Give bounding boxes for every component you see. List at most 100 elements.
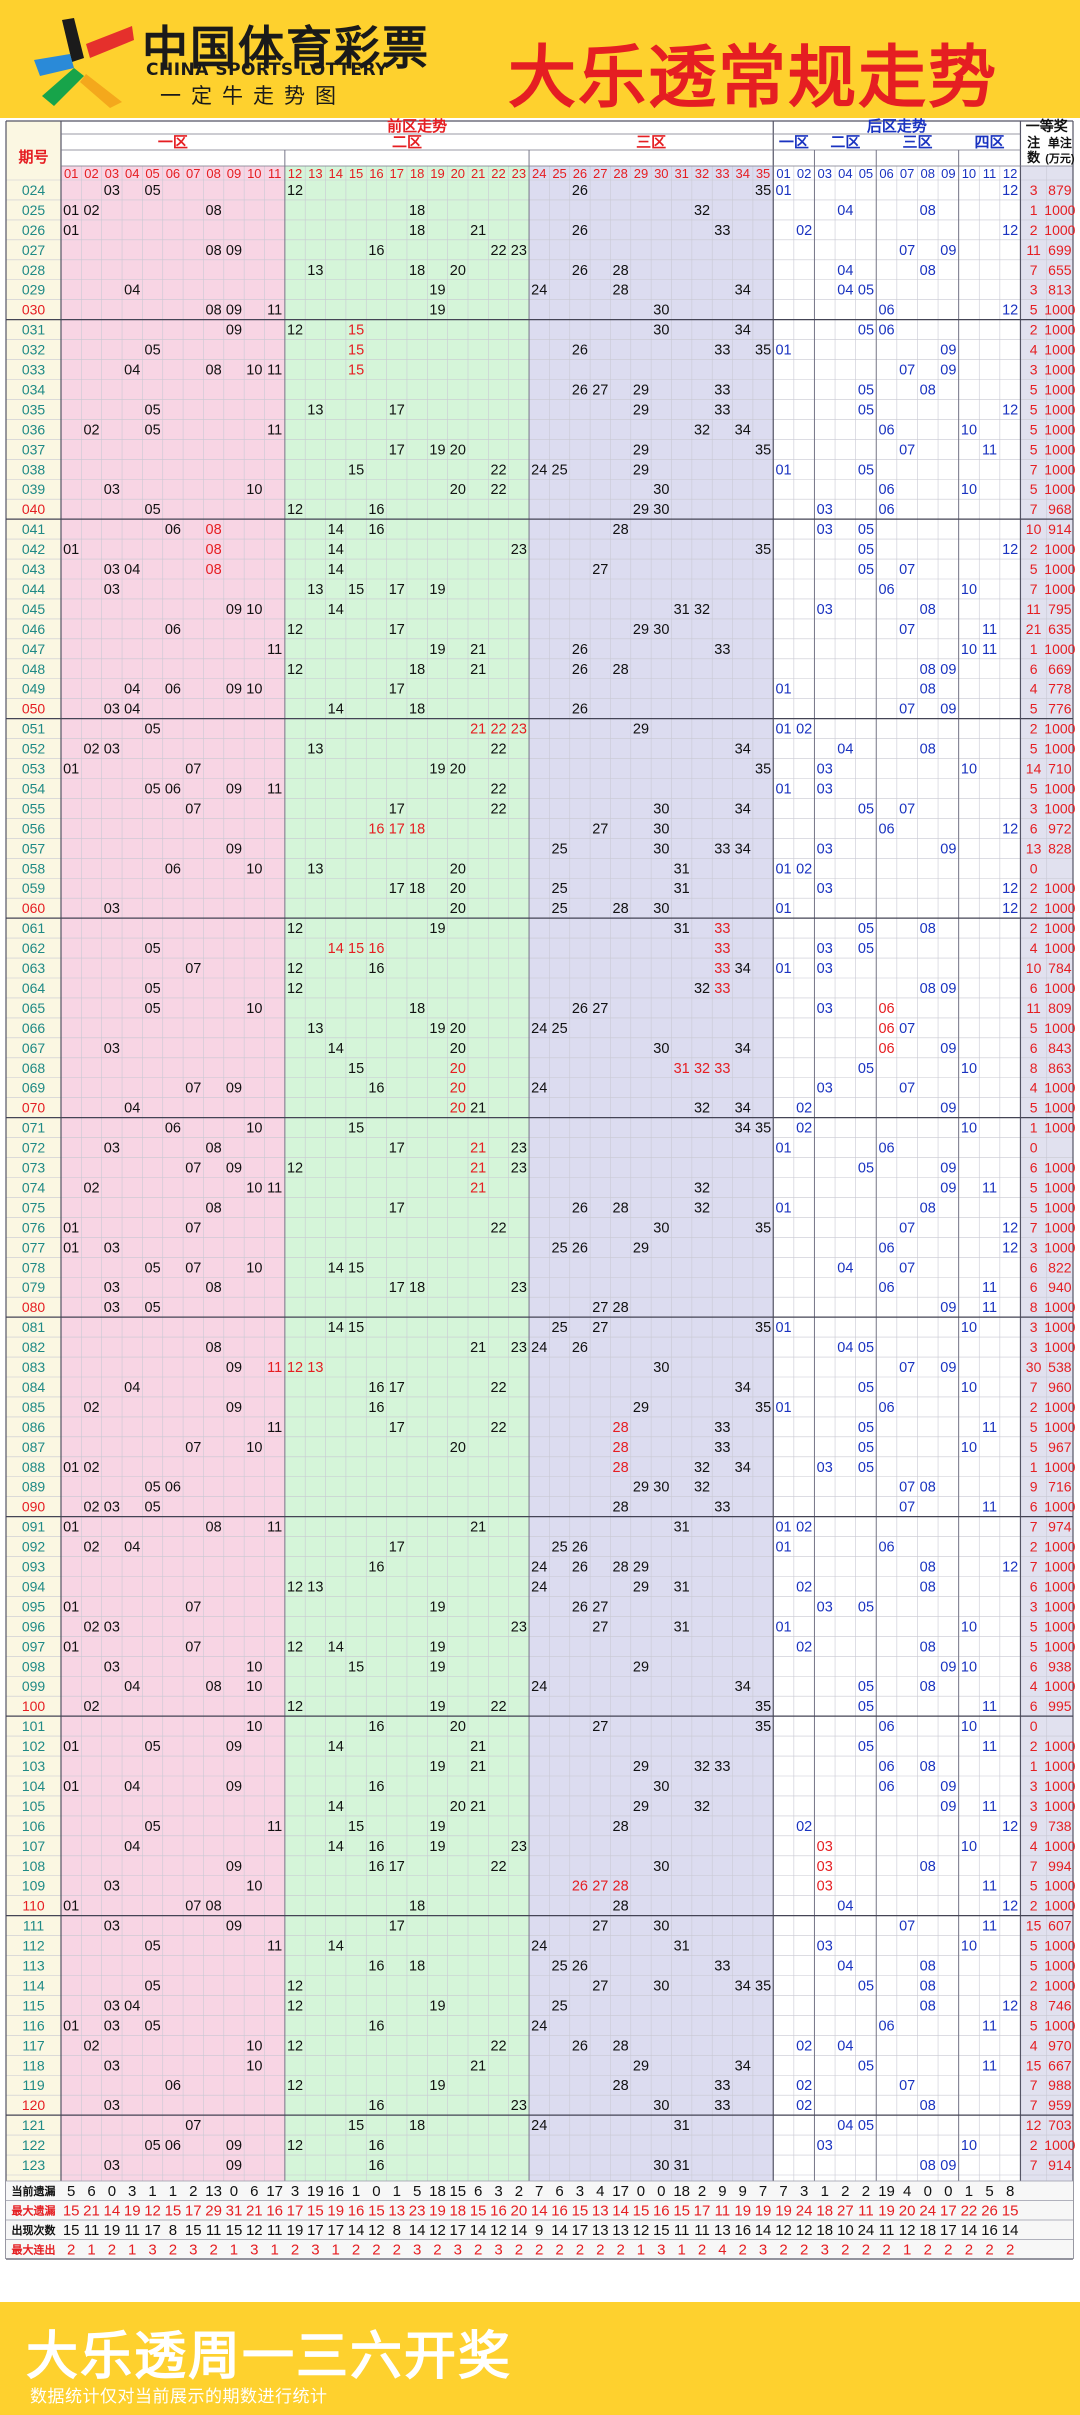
prize-amount: 655	[1048, 262, 1072, 278]
front-col-header-20: 20	[451, 166, 465, 181]
front-number: 20	[450, 1440, 466, 1456]
prize-amount: 1000	[1044, 1738, 1075, 1754]
issue-032: 032	[22, 342, 46, 358]
front-number: 26	[572, 1200, 588, 1216]
issue-090: 090	[22, 1499, 46, 1515]
front-col-header-25: 25	[552, 166, 566, 181]
front-number: 32	[694, 1180, 710, 1196]
stat-front-count: 11	[206, 2222, 222, 2239]
front-number: 12	[287, 1978, 303, 1994]
front-number: 09	[226, 1919, 242, 1935]
stat-front-streak: 2	[515, 2241, 523, 2258]
back-number: 02	[796, 223, 812, 239]
issue-052: 052	[22, 741, 46, 757]
back-number: 05	[858, 1599, 874, 1615]
front-number: 12	[287, 1998, 303, 2014]
back-number: 08	[920, 1579, 936, 1595]
front-number: 34	[735, 422, 751, 438]
stat-front-max: 12	[144, 2202, 161, 2219]
issue-041: 041	[22, 521, 46, 537]
front-number: 30	[653, 841, 669, 857]
stat-front-streak: 2	[698, 2241, 706, 2258]
issue-103: 103	[22, 1758, 46, 1774]
front-number: 10	[246, 1180, 262, 1196]
issue-034: 034	[22, 381, 46, 397]
header-front-zone-2: 二区	[392, 134, 422, 151]
prize-amount: 1000	[1044, 342, 1075, 358]
back-col-header-06: 06	[879, 166, 893, 181]
front-number: 26	[572, 1599, 588, 1615]
front-number: 14	[328, 542, 344, 558]
prize-count: 7	[1030, 2157, 1038, 2173]
front-number: 19	[429, 1021, 445, 1037]
front-number: 05	[145, 1978, 161, 1994]
front-number: 17	[389, 1280, 405, 1296]
stat-front-current: 0	[108, 2183, 116, 2200]
front-number: 21	[470, 1799, 486, 1815]
front-number: 34	[735, 1121, 751, 1137]
stat-front-streak: 2	[352, 2241, 360, 2258]
prize-amount: 938	[1048, 1658, 1072, 1674]
prize-count: 7	[1030, 1219, 1038, 1235]
prize-amount: 635	[1048, 621, 1072, 637]
stat-front-current: 1	[393, 2183, 401, 2200]
prize-amount: 795	[1048, 601, 1072, 617]
issue-049: 049	[22, 681, 46, 697]
front-number: 15	[348, 1819, 364, 1835]
front-number: 32	[694, 1061, 710, 1077]
front-number: 27	[592, 562, 608, 578]
front-number: 01	[63, 1220, 79, 1236]
front-col-header-04: 04	[125, 166, 139, 181]
front-number: 03	[104, 901, 120, 917]
front-number: 08	[206, 522, 222, 538]
front-number: 27	[592, 1619, 608, 1635]
issue-123: 123	[22, 2157, 46, 2173]
prize-count: 6	[1030, 1259, 1038, 1275]
stat-front-streak: 2	[739, 2241, 747, 2258]
back-number: 05	[858, 1739, 874, 1755]
front-number: 29	[633, 1579, 649, 1595]
prize-count: 3	[1030, 800, 1038, 816]
front-number: 05	[145, 722, 161, 738]
back-number: 08	[920, 921, 936, 937]
front-number: 04	[124, 702, 140, 718]
prize-amount: 1000	[1044, 1239, 1075, 1255]
front-number: 09	[226, 323, 242, 339]
back-number: 07	[899, 1081, 915, 1097]
front-number: 03	[104, 183, 120, 199]
back-number: 09	[940, 243, 956, 259]
issue-083: 083	[22, 1359, 46, 1375]
front-number: 27	[592, 1001, 608, 1017]
prize-amount: 1000	[1044, 222, 1075, 238]
front-number: 17	[389, 1859, 405, 1875]
stat-front-current: 9	[718, 2183, 726, 2200]
front-number: 18	[409, 2118, 425, 2134]
front-number: 31	[674, 2158, 690, 2174]
front-number: 30	[653, 1859, 669, 1875]
front-number: 24	[531, 2018, 547, 2034]
front-number: 34	[735, 1101, 751, 1117]
front-col-header-28: 28	[613, 166, 627, 181]
front-number: 20	[450, 1081, 466, 1097]
front-number: 21	[470, 1340, 486, 1356]
stat-label-max: 最大遗漏	[12, 2203, 56, 2217]
stat-front-max: 15	[470, 2202, 487, 2219]
back-number: 11	[982, 1879, 997, 1895]
prize-count: 5	[1030, 1199, 1038, 1215]
front-number: 03	[104, 1240, 120, 1256]
front-number: 18	[409, 662, 425, 678]
stat-back-count: 10	[837, 2222, 854, 2239]
prize-count: 2	[1030, 322, 1038, 338]
prize-count: 0	[1030, 1718, 1038, 1734]
issue-060: 060	[22, 900, 46, 916]
front-number: 07	[185, 1599, 201, 1615]
prize-count: 5	[1030, 780, 1038, 796]
stat-front-count: 12	[633, 2222, 650, 2239]
back-number: 06	[878, 323, 894, 339]
prize-count: 3	[1030, 282, 1038, 298]
stat-front-streak: 1	[637, 2241, 645, 2258]
front-number: 16	[368, 2158, 384, 2174]
back-number: 01	[775, 682, 791, 698]
front-number: 30	[653, 323, 669, 339]
stat-front-max: 18	[449, 2202, 466, 2219]
